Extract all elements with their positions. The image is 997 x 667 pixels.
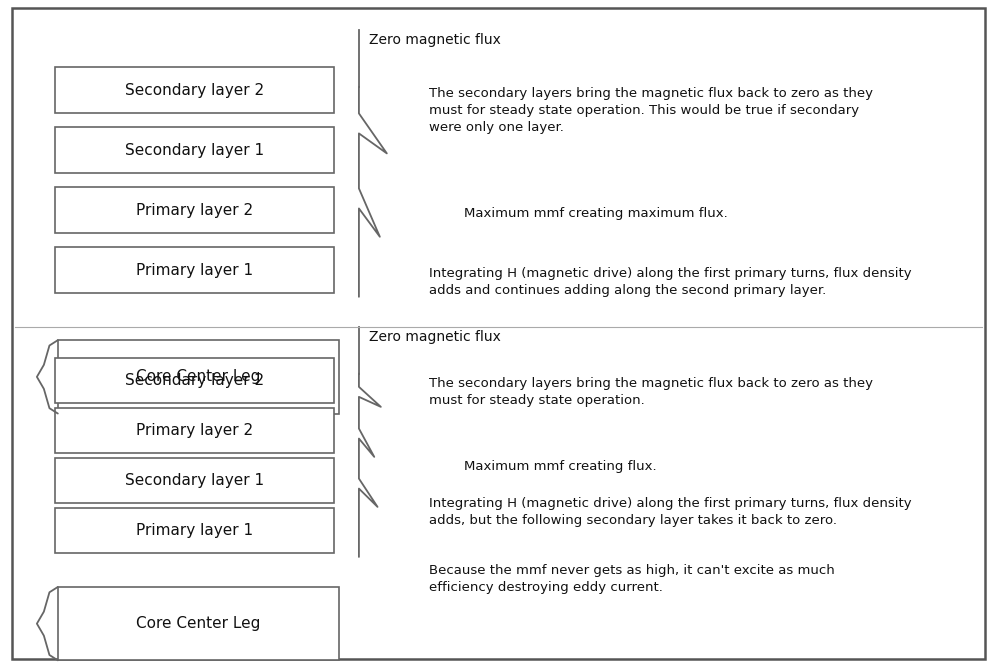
Text: Secondary layer 1: Secondary layer 1	[125, 143, 264, 157]
Bar	[55, 67, 334, 113]
Bar	[58, 340, 339, 414]
Bar	[58, 587, 339, 660]
Bar	[55, 127, 334, 173]
Text: Integrating H (magnetic drive) along the first primary turns, flux density
adds,: Integrating H (magnetic drive) along the…	[429, 497, 911, 527]
Text: The secondary layers bring the magnetic flux back to zero as they
must for stead: The secondary layers bring the magnetic …	[429, 377, 872, 407]
Text: Secondary layer 1: Secondary layer 1	[125, 473, 264, 488]
Text: Primary layer 2: Primary layer 2	[136, 203, 253, 217]
Text: Core Center Leg: Core Center Leg	[137, 616, 260, 631]
Text: Maximum mmf creating flux.: Maximum mmf creating flux.	[464, 460, 656, 473]
Text: Primary layer 1: Primary layer 1	[136, 263, 253, 277]
Text: Secondary layer 2: Secondary layer 2	[125, 83, 264, 97]
Bar	[55, 508, 334, 553]
Text: Core Center Leg: Core Center Leg	[137, 370, 260, 384]
Bar	[55, 358, 334, 403]
Text: Maximum mmf creating maximum flux.: Maximum mmf creating maximum flux.	[464, 207, 728, 219]
Text: Integrating H (magnetic drive) along the first primary turns, flux density
adds : Integrating H (magnetic drive) along the…	[429, 267, 911, 297]
Bar	[55, 458, 334, 503]
Text: Primary layer 2: Primary layer 2	[136, 423, 253, 438]
Text: Because the mmf never gets as high, it can't excite as much
efficiency destroyin: Because the mmf never gets as high, it c…	[429, 564, 834, 594]
Bar	[55, 408, 334, 453]
Text: Zero magnetic flux: Zero magnetic flux	[369, 33, 500, 47]
Text: The secondary layers bring the magnetic flux back to zero as they
must for stead: The secondary layers bring the magnetic …	[429, 87, 872, 133]
Text: Zero magnetic flux: Zero magnetic flux	[369, 330, 500, 344]
Text: Secondary layer 2: Secondary layer 2	[125, 373, 264, 388]
Text: Primary layer 1: Primary layer 1	[136, 523, 253, 538]
Bar	[55, 247, 334, 293]
Bar	[55, 187, 334, 233]
